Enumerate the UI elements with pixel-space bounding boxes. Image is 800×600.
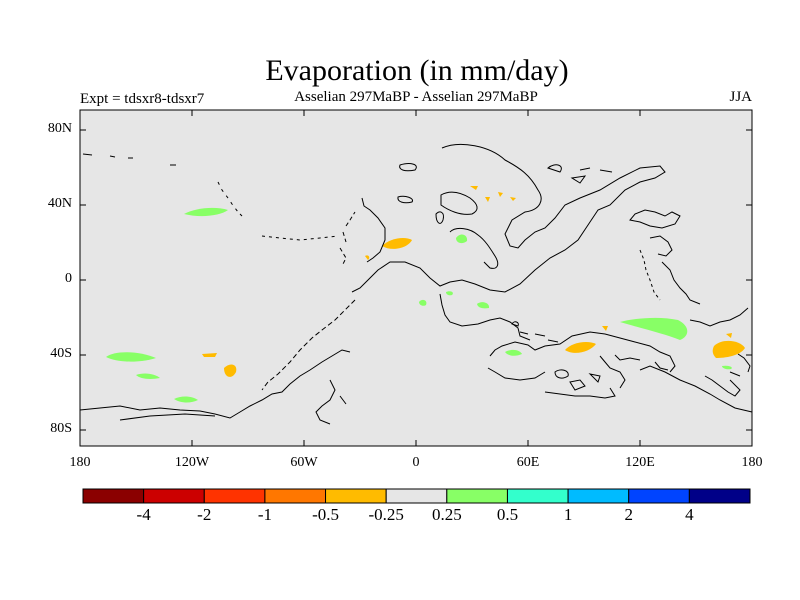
colorbar-box: [567, 488, 630, 504]
patch-positive: [446, 291, 453, 296]
patch-positive: [136, 373, 160, 379]
experiment-label: Expt = tdsxr8-tdsxr7: [80, 91, 205, 107]
patch-positive: [722, 365, 732, 370]
colorbar-label: 0.5: [496, 505, 519, 524]
patch-positive: [419, 299, 427, 306]
colorbar-box: [143, 488, 205, 504]
lat-label: 0: [65, 271, 72, 286]
colorbar-box: [264, 488, 327, 504]
patch-negative: [726, 333, 732, 338]
patch-positive: [477, 302, 490, 309]
lon-label: 0: [412, 455, 420, 470]
patch-negative: [382, 238, 412, 249]
patch-positive: [184, 207, 228, 217]
lat-label: 40N: [47, 196, 72, 211]
patch-negative: [498, 192, 503, 197]
patch-negative: [365, 255, 370, 260]
patch-negative: [485, 197, 490, 202]
colorbar: [82, 488, 751, 504]
colorbar-box: [203, 488, 266, 504]
season-label: JJA: [729, 89, 752, 105]
lon-label: 60E: [516, 455, 540, 470]
colorbar-label: 2: [624, 505, 633, 524]
axis-ticks: [80, 110, 752, 446]
patch-positive: [505, 349, 522, 356]
colorbar-box: [688, 488, 751, 504]
patch-positive: [620, 317, 688, 340]
period-label: Asselian 297MaBP - Asselian 297MaBP: [294, 89, 538, 105]
colorbar-label: -1: [257, 505, 272, 524]
patch-negative: [470, 186, 478, 190]
colorbar-label: -2: [197, 505, 212, 524]
colorbar-box: [385, 488, 448, 504]
patch-negative: [712, 340, 745, 358]
patch-negative: [224, 364, 237, 377]
patch-negative: [202, 353, 217, 357]
negative-anomaly-patches: [202, 186, 745, 377]
lon-label: 120E: [625, 455, 655, 470]
colorbar-box: [628, 488, 690, 504]
colorbar-box: [506, 488, 569, 504]
lat-label: 80S: [50, 421, 72, 436]
lon-label: 120W: [174, 455, 210, 470]
lon-label: 60W: [290, 455, 318, 470]
colorbar-label: -4: [136, 505, 151, 524]
patch-negative: [510, 197, 516, 201]
colorbar-box: [82, 488, 145, 504]
positive-anomaly-patches: [106, 207, 732, 403]
patch-positive: [174, 396, 198, 403]
colorbar-label: 0.25: [431, 505, 462, 524]
colorbar-label: -0.5: [312, 505, 339, 524]
patch-positive: [106, 352, 156, 362]
colorbar-label: -0.25: [368, 505, 404, 524]
lat-label: 40S: [50, 346, 72, 361]
map-frame: [79, 109, 753, 447]
colorbar-label: 4: [685, 505, 694, 524]
lon-label: 180: [69, 455, 91, 470]
patch-negative: [602, 326, 608, 331]
plot-title: Evaporation (in mm/day): [265, 54, 569, 87]
lon-label: 180: [741, 455, 763, 470]
colorbar-box: [325, 488, 387, 504]
patch-positive: [456, 234, 468, 244]
lat-label: 80N: [47, 121, 72, 136]
coastlines: [79, 143, 753, 425]
colorbar-box: [446, 488, 508, 504]
colorbar-label: 1: [563, 505, 573, 524]
patch-negative: [565, 342, 596, 353]
map-background: [80, 110, 752, 446]
